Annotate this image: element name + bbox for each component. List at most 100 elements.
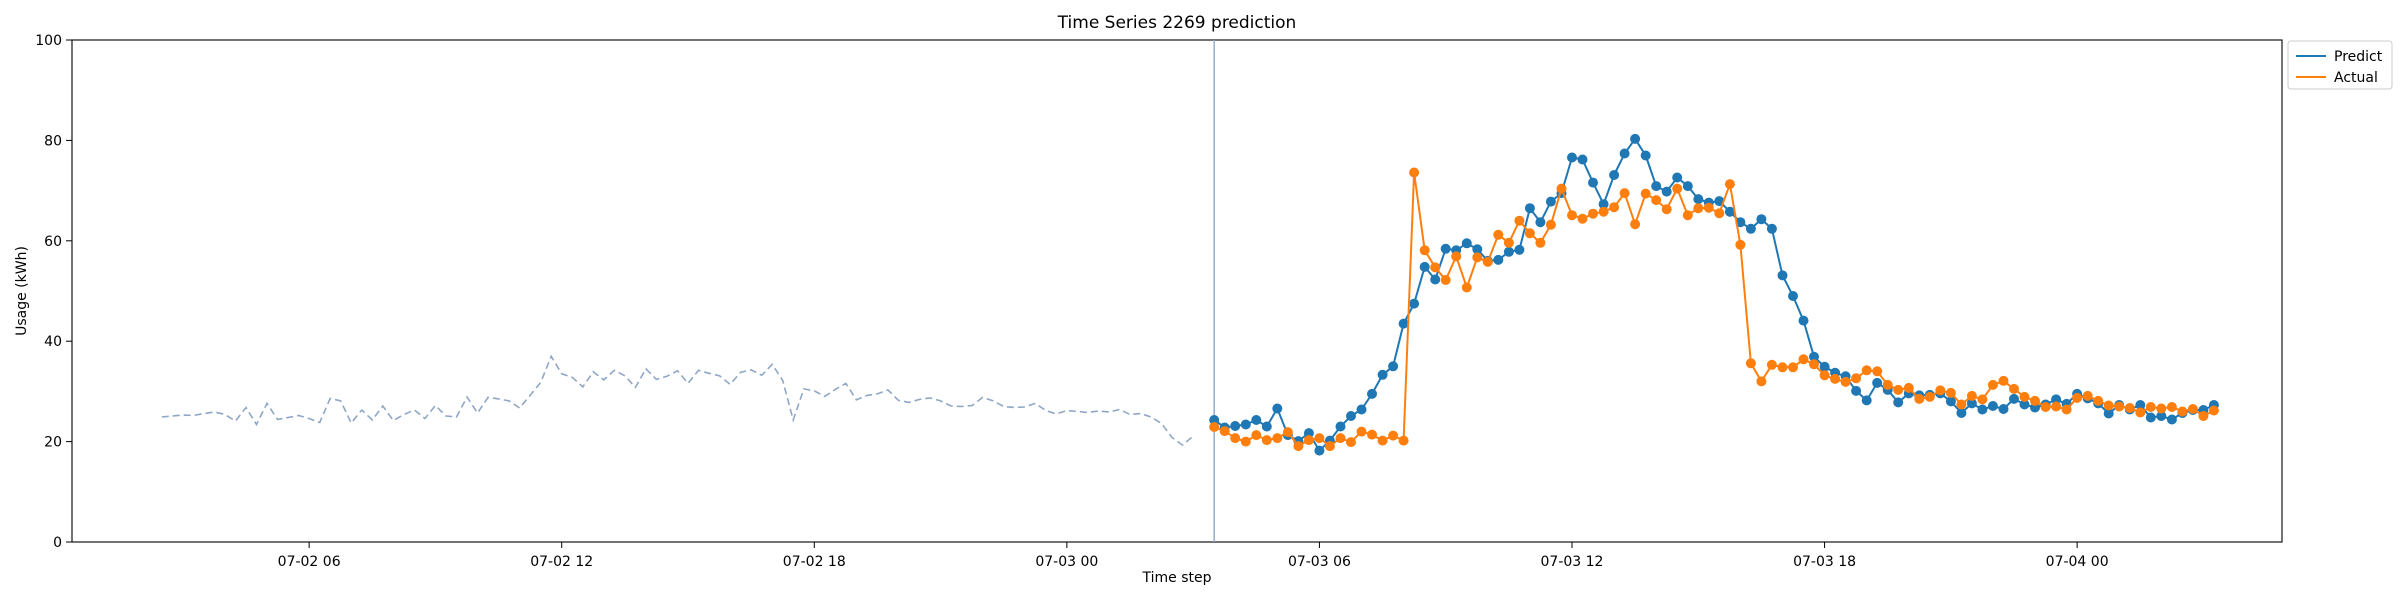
predict-point: [2051, 394, 2062, 405]
predict-point: [1335, 421, 1346, 432]
actual-point: [1987, 379, 1998, 390]
actual-point: [1703, 202, 1714, 213]
predict-point: [1314, 445, 1325, 456]
actual-point: [1230, 433, 1241, 444]
predict-point: [1630, 133, 1641, 144]
actual-point: [1693, 203, 1704, 214]
actual-point: [1956, 399, 1967, 410]
predict-point: [1682, 181, 1693, 192]
predict-point: [1819, 361, 1830, 372]
predict-point: [1409, 298, 1420, 309]
actual-point: [1261, 435, 1272, 446]
y-tick-label: 40: [44, 334, 62, 350]
actual-point: [1661, 204, 1672, 215]
actual-point: [1935, 385, 1946, 396]
actual-point: [1209, 422, 1220, 432]
actual-point: [1924, 391, 1935, 402]
predict-point: [1567, 152, 1577, 163]
actual-point: [1788, 362, 1798, 373]
predict-point: [2145, 412, 2156, 423]
predict-point: [1356, 404, 1367, 415]
predict-point: [1777, 270, 1788, 281]
y-tick-label: 20: [44, 435, 62, 451]
predict-point: [1745, 223, 1756, 234]
actual-point: [1514, 215, 1525, 226]
actual-point: [1756, 376, 1767, 387]
actual-point: [1303, 435, 1314, 446]
y-axis: 0 20 40 60 80 100: [35, 33, 72, 551]
actual-point: [2156, 403, 2167, 414]
actual-point: [1893, 384, 1904, 395]
predict-point: [1977, 404, 1988, 415]
plot-area: [71, 39, 2283, 543]
y-tick-label: 0: [53, 535, 62, 551]
x-axis: 07-02 06 07-02 12 07-02 18 07-03 00 07-03 06…: [278, 542, 2109, 570]
predict-point: [1861, 395, 1872, 406]
actual-point: [2198, 411, 2209, 421]
predict-point: [1272, 403, 1283, 414]
actual-point: [1545, 219, 1556, 230]
predict-point: [1672, 172, 1683, 183]
actual-point: [1598, 206, 1609, 217]
actual-point: [1493, 229, 1504, 240]
predict-point: [1377, 369, 1388, 380]
actual-point: [1619, 188, 1630, 199]
actual-point: [1977, 394, 1988, 405]
predict-point: [1609, 170, 1620, 180]
predict-point: [1577, 154, 1588, 165]
actual-point: [2030, 395, 2040, 406]
actual-point: [1609, 202, 1620, 213]
predict-point: [1724, 206, 1735, 217]
y-tick-label: 100: [35, 33, 62, 49]
actual-point: [1766, 359, 1777, 370]
predict-point: [1809, 351, 1819, 362]
actual-point: [1830, 373, 1841, 384]
predict-point: [1251, 415, 1262, 425]
x-tick-label: 07-04 00: [2046, 554, 2109, 570]
predict-point: [1398, 318, 1409, 329]
x-tick-label: 07-03 06: [1288, 554, 1351, 570]
predict-point: [1493, 254, 1504, 265]
actual-point: [1588, 208, 1598, 219]
actual-point: [1724, 179, 1735, 190]
actual-point: [1735, 239, 1746, 250]
predict-point: [1440, 243, 1451, 254]
actual-point: [1346, 437, 1356, 448]
actual-point: [1251, 430, 1262, 441]
history-line: [161, 354, 1194, 447]
actual-point: [2093, 395, 2104, 406]
actual-point: [2166, 402, 2177, 412]
predict-point: [1598, 199, 1609, 210]
actual-point: [1419, 245, 1430, 256]
predict-point: [1240, 419, 1251, 430]
actual-point: [1324, 441, 1335, 452]
actual-point: [1535, 237, 1546, 248]
predict-point: [1545, 196, 1556, 207]
actual-point: [1640, 188, 1651, 199]
x-tick-label: 07-02 06: [278, 554, 341, 570]
predict-point: [1693, 194, 1704, 205]
actual-point: [1577, 213, 1588, 224]
actual-point: [1482, 256, 1493, 267]
predict-point: [1987, 401, 1998, 411]
predict-point: [1788, 291, 1798, 301]
actual-point: [1219, 426, 1230, 437]
predict-point: [1966, 398, 1977, 409]
actual-point: [1651, 195, 1662, 206]
predict-point: [1872, 377, 1883, 388]
predict-point: [1346, 411, 1356, 421]
x-tick-label: 07-03 12: [1541, 554, 1604, 570]
predict-point: [1851, 385, 1862, 396]
actual-point: [2114, 401, 2125, 412]
actual-point: [2072, 392, 2083, 403]
actual-point: [1282, 427, 1293, 438]
actual-point: [2082, 390, 2093, 401]
actual-point: [1556, 183, 1567, 194]
predict-point: [2103, 408, 2114, 419]
actual-point: [1377, 435, 1388, 446]
actual-point: [1682, 210, 1693, 221]
predict-point: [1209, 415, 1220, 425]
predict-point: [1956, 408, 1967, 418]
